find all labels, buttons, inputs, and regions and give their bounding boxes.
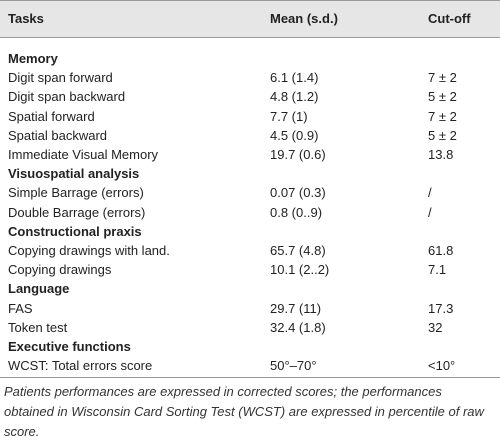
table-cell: FAS [8,300,33,316]
table-cell: 7 ± 2 [428,108,457,124]
table-cell: 13.8 [428,147,454,162]
table-cell: Spatial backward [8,127,107,143]
table-cell: 7.1 [428,262,447,278]
table-cell: Simple Barrage (errors) [8,185,144,201]
table-cell: / [428,204,432,220]
table-cell: 4.8 (1.2) [270,89,319,105]
table-cell: WCST: Total errors score [8,358,153,374]
table-cell: 6.1 (1.4) [270,70,319,86]
table-cell: 0.07 (0.3) [270,185,326,201]
table-cell: Digit span forward [8,70,113,86]
table-cell: 10.1 (2..2) [270,262,330,278]
table-cell: Double Barrage (errors) [8,204,146,220]
table-cell: 7.7 (1) [270,108,308,124]
table-cell: Immediate Visual Memory [8,147,159,162]
table-cell: 17.3 [428,300,454,316]
table-cell: 32.4 (1.8) [270,319,326,335]
section-title: Language [8,281,70,297]
table-cell: Token test [8,319,68,335]
table-cell: 32 [428,319,443,335]
table-cell: / [428,185,432,201]
table-cell: 61.8 [428,243,454,258]
footnote: Patients performances are expressed in c… [4,384,484,439]
column-header: Cut-off [428,11,471,26]
table-cell: 50°–70° [270,358,317,374]
table-cell: 0.8 (0..9) [270,204,323,220]
header-band [0,0,500,38]
table-cell: 5 ± 2 [428,89,457,105]
section-title: Executive functions [8,339,131,354]
section-title: Constructional praxis [8,223,142,239]
table-cell: 4.5 (0.9) [270,127,319,143]
table-cell: 29.7 (11) [270,300,322,316]
column-header: Mean (s.d.) [270,11,338,26]
table-cell: <10° [428,358,456,374]
table-cell: Copying drawings with land. [8,243,170,258]
bottom-rule [0,377,500,379]
table-cell: 5 ± 2 [428,127,457,143]
table-cell: 7 ± 2 [428,70,457,86]
table-cell: Copying drawings [8,262,112,278]
column-header: Tasks [8,11,44,26]
table-cell: 65.7 (4.8) [270,243,326,258]
section-title: Memory [8,51,58,66]
section-title: Visuospatial analysis [8,166,140,182]
table-cell: Digit span backward [8,89,126,105]
table-cell: Spatial forward [8,108,95,124]
table-cell: 19.7 (0.6) [270,147,326,162]
